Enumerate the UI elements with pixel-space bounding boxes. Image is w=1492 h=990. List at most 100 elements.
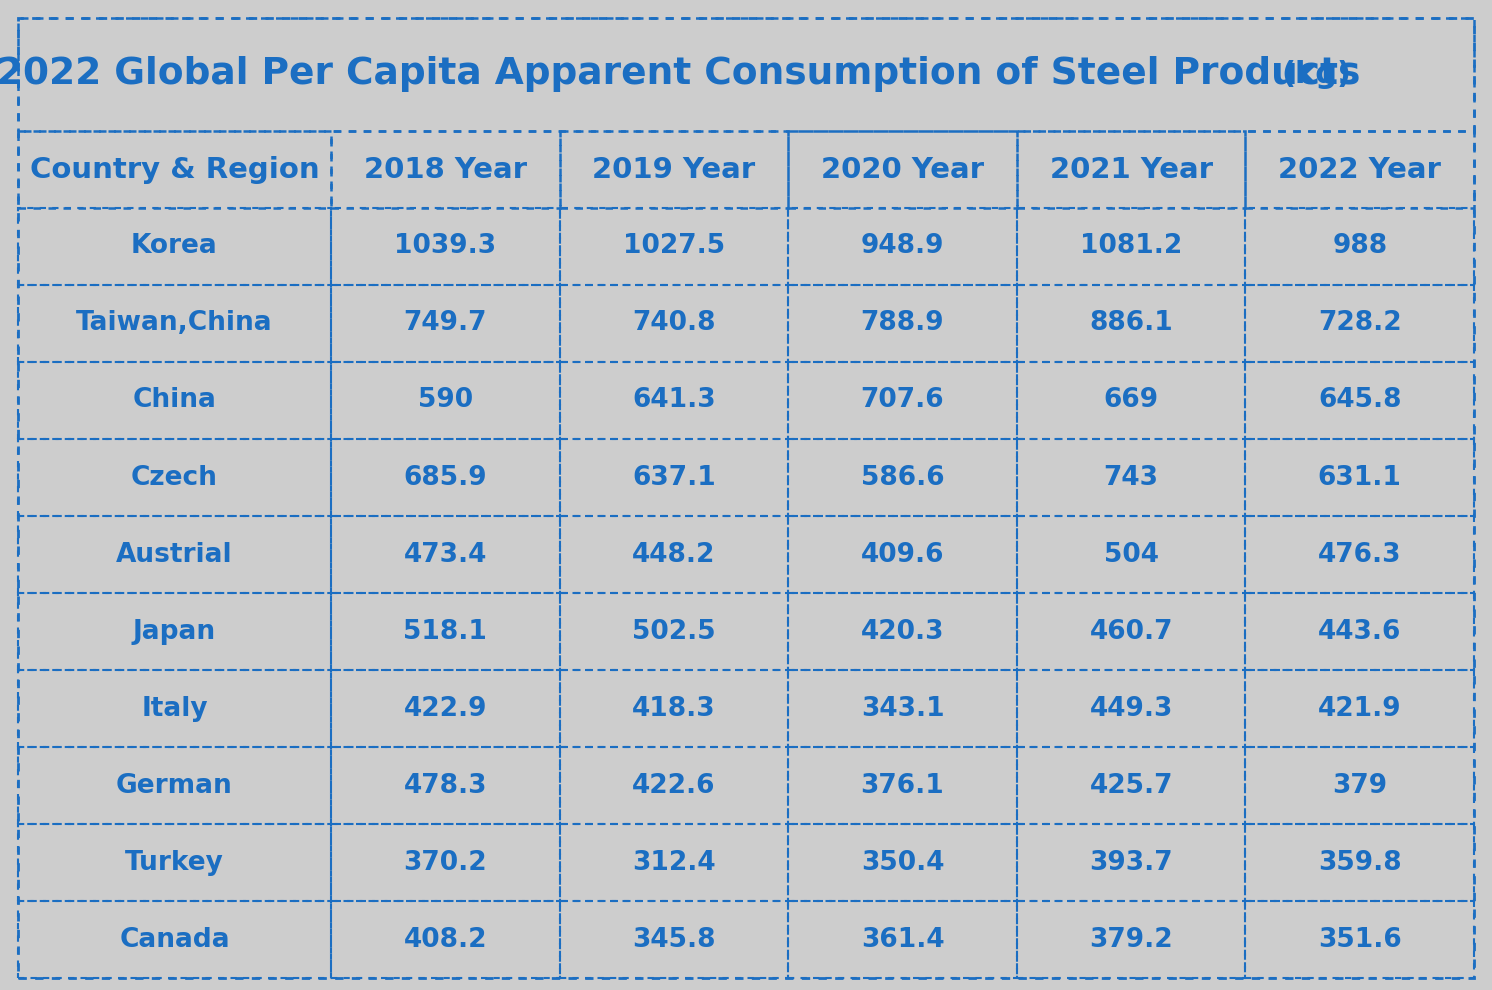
Text: 2019 Year: 2019 Year [592,155,755,183]
Text: 448.2: 448.2 [633,542,716,567]
Bar [788,824,1018,901]
Bar [788,208,1018,285]
Text: 443.6: 443.6 [1317,619,1401,644]
Text: 2020 Year: 2020 Year [821,155,985,183]
Text: 707.6: 707.6 [861,387,944,414]
Bar [1246,439,1474,516]
Bar [1018,285,1246,362]
Bar [1246,285,1474,362]
Text: 886.1: 886.1 [1089,311,1173,337]
Bar [18,131,331,208]
Bar [560,208,788,285]
Bar [18,670,331,747]
Bar [331,516,560,593]
Text: Italy: Italy [142,696,207,722]
Bar [18,362,331,439]
Text: 408.2: 408.2 [403,927,486,952]
Text: Korea: Korea [131,234,218,259]
Bar [331,670,560,747]
Bar [788,131,1018,208]
Bar [331,593,560,670]
Bar [1246,208,1474,285]
Bar [1246,901,1474,978]
Bar [788,362,1018,439]
Text: 460.7: 460.7 [1089,619,1173,644]
Bar [560,901,788,978]
Text: 312.4: 312.4 [633,849,716,875]
Bar [1018,593,1246,670]
Bar [560,131,788,208]
Bar [18,285,331,362]
Text: (kg): (kg) [1282,60,1350,89]
Bar [560,516,788,593]
Text: 351.6: 351.6 [1317,927,1401,952]
Text: Taiwan,China: Taiwan,China [76,311,273,337]
Bar [1246,824,1474,901]
Bar [331,285,560,362]
Text: 422.6: 422.6 [633,772,716,799]
Bar [331,824,560,901]
Bar [1246,516,1474,593]
Text: 1027.5: 1027.5 [622,234,725,259]
Bar [331,439,560,516]
Bar [1246,131,1474,208]
Text: Austrial: Austrial [116,542,233,567]
Bar [331,362,560,439]
Text: Turkey: Turkey [125,849,224,875]
Text: 749.7: 749.7 [403,311,486,337]
Text: Country & Region: Country & Region [30,155,319,183]
Text: 361.4: 361.4 [861,927,944,952]
Text: German: German [116,772,233,799]
Bar [560,824,788,901]
Text: 376.1: 376.1 [861,772,944,799]
Text: 345.8: 345.8 [633,927,716,952]
Bar [788,516,1018,593]
Bar [18,901,331,978]
Bar [331,131,560,208]
Text: 2022 Year: 2022 Year [1279,155,1441,183]
Text: China: China [133,387,216,414]
Text: 1081.2: 1081.2 [1080,234,1182,259]
Bar [788,747,1018,824]
Bar [1018,208,1246,285]
Bar [560,285,788,362]
Text: 449.3: 449.3 [1089,696,1173,722]
Text: 669: 669 [1104,387,1159,414]
Bar [560,670,788,747]
Text: 350.4: 350.4 [861,849,944,875]
Bar [1018,362,1246,439]
Bar [560,439,788,516]
Text: 393.7: 393.7 [1089,849,1173,875]
Text: 473.4: 473.4 [404,542,486,567]
Bar [18,439,331,516]
Bar [18,824,331,901]
Bar [788,901,1018,978]
Bar [331,747,560,824]
Text: 425.7: 425.7 [1089,772,1173,799]
Text: 948.9: 948.9 [861,234,944,259]
Bar [1246,362,1474,439]
Text: 1039.3: 1039.3 [394,234,497,259]
Text: 590: 590 [418,387,473,414]
Bar [788,439,1018,516]
Text: 645.8: 645.8 [1317,387,1401,414]
Text: 2018-2022 Global Per Capita Apparent Consumption of Steel Products: 2018-2022 Global Per Capita Apparent Con… [0,56,1361,92]
Text: 641.3: 641.3 [633,387,716,414]
Bar [18,593,331,670]
Bar [1018,131,1246,208]
Text: 740.8: 740.8 [633,311,716,337]
Bar [1246,670,1474,747]
Text: 586.6: 586.6 [861,464,944,490]
Text: 637.1: 637.1 [633,464,716,490]
Text: 343.1: 343.1 [861,696,944,722]
Text: 728.2: 728.2 [1317,311,1401,337]
Text: Czech: Czech [131,464,218,490]
Text: 478.3: 478.3 [403,772,486,799]
Bar [1018,747,1246,824]
Text: 421.9: 421.9 [1317,696,1401,722]
Bar [1018,516,1246,593]
Text: 788.9: 788.9 [861,311,944,337]
Bar [1018,901,1246,978]
Text: 370.2: 370.2 [403,849,486,875]
Text: Japan: Japan [133,619,216,644]
